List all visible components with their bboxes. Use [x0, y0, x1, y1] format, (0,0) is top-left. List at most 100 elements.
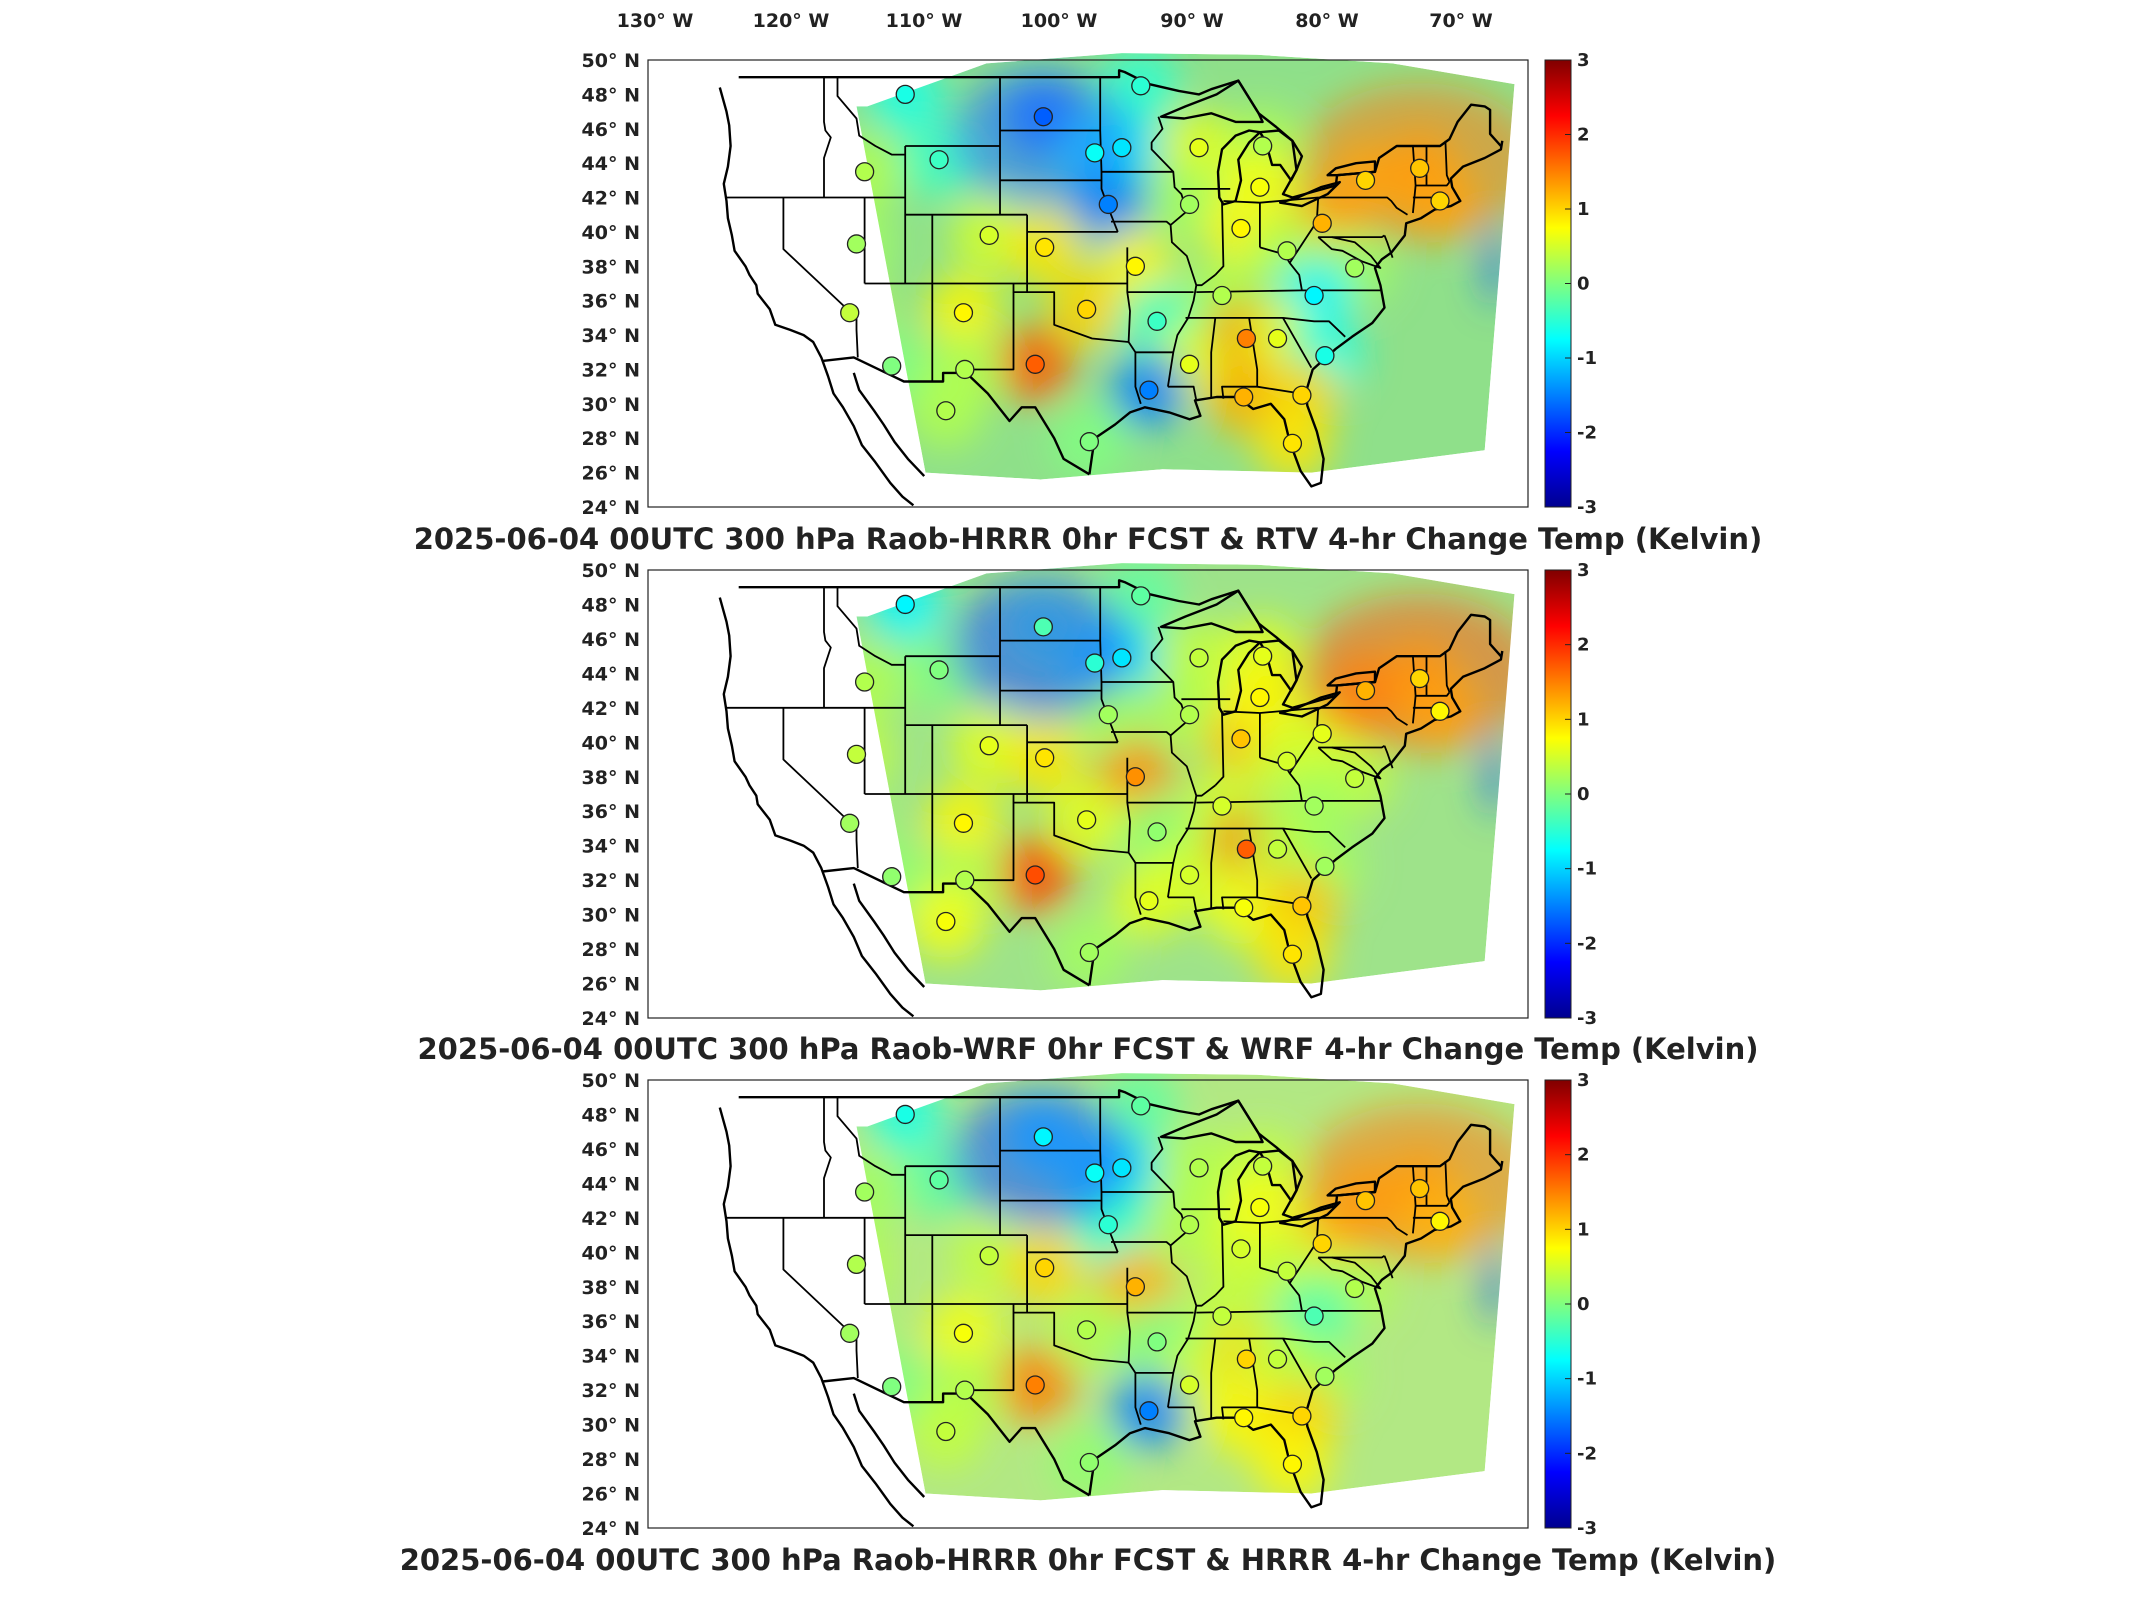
raob-station-marker [953, 303, 974, 323]
colorbar-tick-label: 0 [1577, 1294, 1590, 1315]
lat-label: 36° N [582, 291, 640, 313]
latitude-labels: 50° N 48° N 46° N 44° N 42° N 40° N 38° N 36° N… [582, 50, 640, 519]
lon-label: 120° W [753, 10, 830, 32]
raob-station-marker [1179, 705, 1200, 725]
latitude-labels: 50° N 48° N 46° N 44° N 42° N 40° N 38° N 36° N… [582, 1070, 640, 1540]
raob-station-marker [854, 162, 875, 182]
colorbar-tick-label: -2 [1577, 423, 1597, 444]
raob-station-marker [1131, 1096, 1151, 1116]
lat-label: 36° N [582, 1311, 640, 1333]
raob-station-marker [1410, 668, 1430, 689]
raob-station-marker [1236, 1349, 1257, 1369]
colorbar-tick-label: 2 [1577, 635, 1590, 656]
lat-label: 38° N [582, 256, 640, 278]
lat-label: 26° N [582, 1484, 640, 1506]
colorbar: 3 2 1 0 -1 -2 -3 [1544, 560, 1597, 1029]
raob-station-marker [882, 867, 902, 887]
latitude-labels: 50° N 48° N 46° N 44° N 42° N 40° N 38° N 36° N… [582, 560, 640, 1030]
raob-station-marker [1312, 1234, 1332, 1254]
raob-station-marker [1282, 944, 1303, 964]
raob-station-marker [936, 401, 956, 421]
lat-label: 42° N [582, 188, 640, 210]
lat-label: 24° N [582, 1008, 640, 1030]
raob-station-marker [1236, 328, 1257, 349]
raob-station-marker [1430, 701, 1450, 721]
colorbar-tick-label: -3 [1577, 1518, 1597, 1539]
raob-station-marker [854, 1182, 875, 1202]
raob-station-marker [1147, 822, 1167, 842]
lat-label: 40° N [582, 1242, 640, 1264]
lon-label: 70° W [1429, 10, 1493, 32]
raob-station-marker [953, 813, 974, 833]
raob-station-marker [929, 150, 949, 170]
colorbar-tick-label: -2 [1577, 1443, 1597, 1464]
raob-station-marker [1076, 1320, 1097, 1340]
lat-label: 38° N [582, 1277, 640, 1299]
raob-station-marker [1304, 796, 1324, 816]
colorbar-tick-label: 3 [1577, 1070, 1590, 1091]
raob-station-marker [1231, 1239, 1251, 1259]
raob-station-marker [1035, 1258, 1055, 1278]
raob-station-marker [1267, 328, 1288, 349]
raob-station-marker [953, 1323, 974, 1343]
lat-label: 46° N [582, 1139, 640, 1161]
lat-label: 40° N [582, 222, 640, 244]
raob-station-marker [1212, 285, 1232, 306]
raob-station-marker [846, 744, 867, 765]
raob-station-marker [936, 1421, 956, 1442]
raob-station-marker [1125, 256, 1146, 276]
raob-station-marker [1189, 1158, 1209, 1178]
raob-station-marker [1234, 1408, 1254, 1428]
map-frame [647, 569, 1529, 1019]
colorbar-tick-label: 1 [1577, 709, 1590, 730]
raob-station-marker [1033, 107, 1053, 127]
basemap-lines [718, 579, 1504, 1018]
colorbar: 3 2 1 0 -1 -2 -3 [1544, 1070, 1597, 1539]
lon-label: 100° W [1021, 10, 1098, 32]
colorbar-tick-label: 3 [1577, 560, 1590, 581]
lat-label: 50° N [582, 560, 640, 582]
map-panel: 50° N 48° N 46° N 44° N 42° N 40° N 38° N 36° N… [400, 1070, 1777, 1577]
raob-station-marker [882, 356, 902, 376]
lat-label: 28° N [582, 939, 640, 961]
raob-station-marker [1355, 170, 1376, 190]
raob-station-marker [1085, 143, 1105, 163]
panel-title: 2025-06-04 00UTC 300 hPa Raob-HRRR 0hr F… [414, 522, 1763, 556]
raob-station-marker [840, 303, 860, 323]
panel-title: 2025-06-04 00UTC 300 hPa Raob-HRRR 0hr F… [400, 1543, 1777, 1577]
raob-station-marker [1139, 380, 1159, 400]
raob-station-marker [1345, 768, 1365, 789]
raob-station-marker [1252, 646, 1273, 666]
raob-stations [840, 1096, 1450, 1474]
lat-label: 50° N [582, 50, 640, 72]
raob-station-marker [1410, 1178, 1430, 1199]
panels: 50° N 48° N 46° N 44° N 42° N 40° N 38° N 36° N… [400, 50, 1777, 1577]
raob-station-marker [1234, 898, 1254, 918]
raob-station-marker [1079, 432, 1100, 452]
raob-station-marker [1312, 213, 1332, 233]
raob-station-marker [936, 911, 956, 932]
raob-station-marker [1179, 1215, 1200, 1235]
raob-station-marker [1035, 748, 1055, 768]
raob-station-marker [1212, 796, 1232, 816]
raob-station-marker [1079, 942, 1100, 963]
colorbar-tick-label: 2 [1577, 1145, 1590, 1166]
lat-label: 46° N [582, 629, 640, 651]
raob-station-marker [1112, 1158, 1132, 1178]
lat-label: 44° N [582, 1173, 640, 1195]
lat-label: 36° N [582, 801, 640, 823]
lat-label: 30° N [582, 905, 640, 927]
lat-label: 26° N [582, 463, 640, 485]
raob-station-marker [1231, 218, 1251, 239]
raob-station-marker [1277, 241, 1297, 261]
raob-station-marker [1212, 1306, 1232, 1326]
map-panel: 50° N 48° N 46° N 44° N 42° N 40° N 38° N 36° N… [414, 50, 1763, 556]
raob-station-marker [1025, 354, 1045, 374]
raob-station-marker [1430, 191, 1450, 211]
raob-station-marker [1125, 1277, 1146, 1297]
raob-station-marker [1252, 136, 1273, 156]
raob-station-marker [1079, 1452, 1100, 1473]
raob-station-marker [1035, 237, 1055, 258]
raob-station-marker [979, 1246, 999, 1266]
raob-station-marker [1189, 648, 1209, 668]
